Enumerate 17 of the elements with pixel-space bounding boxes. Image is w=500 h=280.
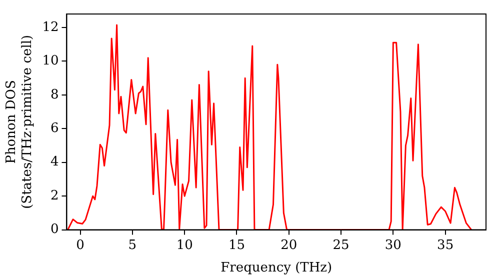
x-tick-label: 35 xyxy=(437,238,454,253)
y-tick-label: 2 xyxy=(50,188,59,204)
x-tick-label: 30 xyxy=(384,238,402,253)
y-tick-label: 0 xyxy=(50,222,59,238)
y-tick-label: 4 xyxy=(50,154,59,170)
x-tick-label: 5 xyxy=(128,238,137,253)
y-tick-label: 10 xyxy=(42,54,59,69)
x-axis-title: Frequency (THz) xyxy=(220,260,332,276)
y-tick-label: 12 xyxy=(42,20,59,35)
y-axis-title: Phonon DOS (States/THz·primitive cell) xyxy=(4,34,35,209)
x-tick-label: 0 xyxy=(76,238,84,253)
x-tick-label: 20 xyxy=(280,238,298,253)
x-tick-label: 25 xyxy=(332,238,350,253)
x-tick-label: 10 xyxy=(176,238,193,253)
y-tick-label: 6 xyxy=(50,121,59,136)
x-tick-label: 15 xyxy=(228,238,246,253)
y-tick-label: 8 xyxy=(50,87,59,102)
